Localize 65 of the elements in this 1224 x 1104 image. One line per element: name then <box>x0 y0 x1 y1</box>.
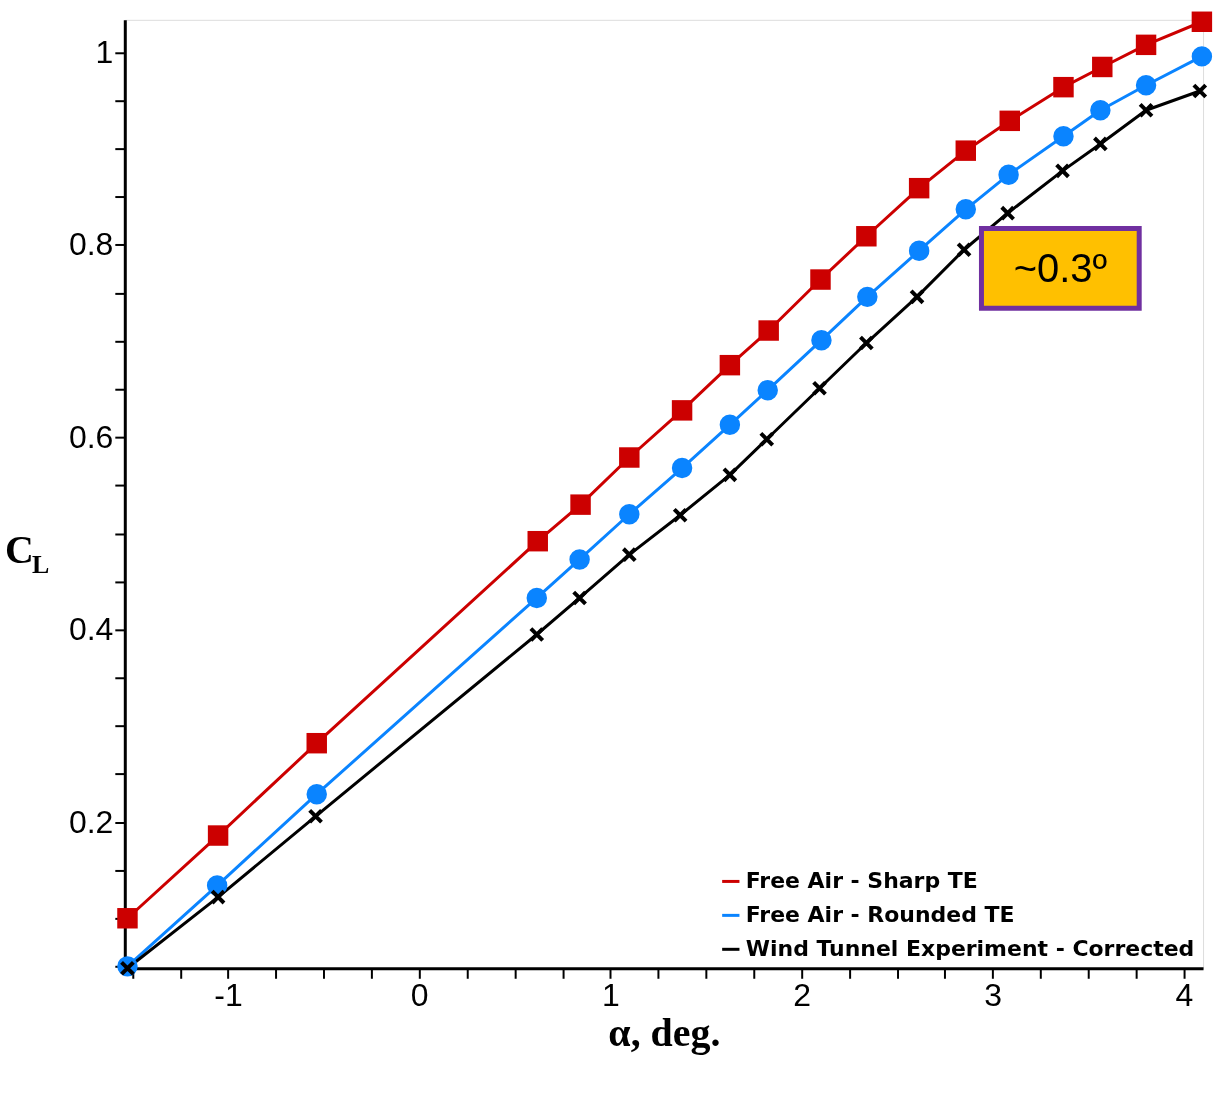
x-tick-label: 3 <box>984 976 1003 1013</box>
point <box>307 808 324 825</box>
point <box>857 286 878 308</box>
legend-label: Free Air - Rounded TE <box>745 902 1015 928</box>
point <box>758 431 775 448</box>
point <box>1191 83 1208 99</box>
point <box>671 457 693 479</box>
x-tick-label: 4 <box>1175 976 1194 1013</box>
point <box>998 164 1019 185</box>
point <box>671 400 693 421</box>
y-tick-label: 0.4 <box>68 611 114 648</box>
x-tick-label: -1 <box>214 976 243 1013</box>
point <box>719 354 741 376</box>
point <box>207 825 229 846</box>
point <box>909 288 925 305</box>
point <box>526 587 548 609</box>
point <box>856 226 877 247</box>
point <box>570 494 591 515</box>
y-tick-label: 1 <box>95 34 114 71</box>
point <box>1092 136 1109 152</box>
point <box>527 530 548 552</box>
y-tick-label: 0.6 <box>68 418 114 455</box>
point <box>619 504 640 525</box>
point <box>619 447 640 468</box>
point <box>306 732 327 754</box>
point <box>908 240 930 261</box>
x-tick-label: 0 <box>410 976 429 1013</box>
x-tick-label: 2 <box>793 976 811 1013</box>
point <box>810 269 831 290</box>
y-tick-label: 0.8 <box>68 226 114 263</box>
point <box>721 466 738 483</box>
point <box>672 507 689 524</box>
point <box>955 199 977 220</box>
point <box>1135 34 1157 56</box>
point <box>811 380 828 397</box>
point <box>1053 126 1074 147</box>
point <box>621 546 638 563</box>
point <box>1053 76 1074 98</box>
point <box>571 590 588 606</box>
y-tick-label: 0.2 <box>68 803 114 840</box>
point <box>956 241 972 258</box>
point <box>528 626 545 643</box>
legend-label: Free Air - Sharp TE <box>745 868 978 894</box>
point <box>757 379 778 401</box>
point <box>811 329 832 351</box>
point <box>999 205 1016 222</box>
point <box>1138 102 1154 119</box>
point <box>569 549 590 570</box>
point <box>1191 46 1213 67</box>
point <box>1090 100 1111 121</box>
point <box>1191 11 1213 32</box>
annotation: ~0.3º <box>1013 246 1108 291</box>
point <box>1135 75 1157 96</box>
point <box>758 320 779 341</box>
point <box>306 783 327 805</box>
point <box>719 414 741 436</box>
point <box>117 908 138 929</box>
point <box>1054 162 1071 179</box>
point <box>858 335 875 351</box>
point <box>999 110 1020 132</box>
point <box>908 177 930 199</box>
point <box>955 140 977 161</box>
legend-label: Wind Tunnel Experiment - Corrected <box>745 936 1195 962</box>
point <box>210 889 226 906</box>
point <box>1092 56 1113 78</box>
